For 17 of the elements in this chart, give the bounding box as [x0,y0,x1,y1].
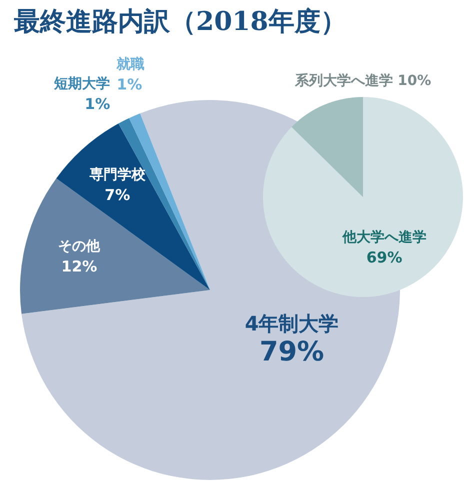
slice-label: 短期大学 [53,76,110,92]
chart-title: 最終進路内訳（2018年度） [14,6,346,39]
pie-slice [263,97,463,297]
data-label: 1% [116,75,142,94]
pie-slice [292,97,363,197]
data-label: 1% [84,94,110,113]
slice-label: 専門学校 [88,166,146,183]
data-label: 79% [259,336,324,368]
data-label: 69% [366,248,402,267]
slice-label: 4年制大学 [244,311,339,336]
pie-slice [56,124,210,290]
slice-label: 就職 [116,55,145,72]
slice-label: 系列大学へ進学 10% [294,73,432,89]
data-label: 7% [104,186,130,204]
slice-label: その他 [58,238,102,254]
data-label: 12% [61,257,98,276]
slice-label: 他大学へ進学 [341,230,426,246]
